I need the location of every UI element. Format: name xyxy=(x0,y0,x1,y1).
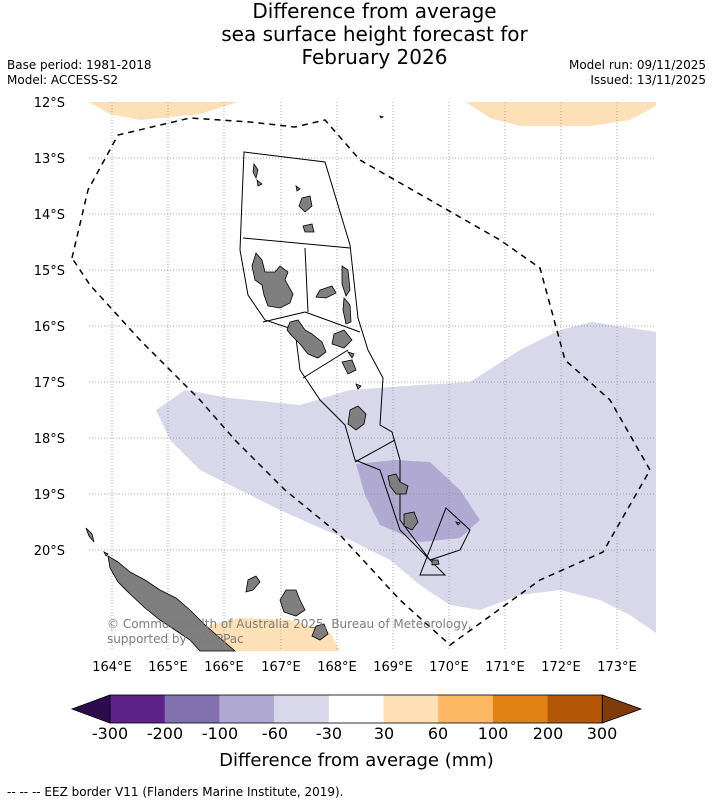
colorbar-tick-label: 200 xyxy=(532,724,564,743)
colorbar-tick-label: 300 xyxy=(586,724,618,743)
lon-label: 173°E xyxy=(597,660,637,675)
lon-label: 165°E xyxy=(148,660,188,675)
lat-label: 19°S xyxy=(34,488,65,503)
colorbar-tick-label: -100 xyxy=(201,724,239,743)
meta-right: Model run: 09/11/2025 Issued: 13/11/2025 xyxy=(569,58,706,88)
colorbar-tick-label: -300 xyxy=(91,724,129,743)
lon-label: 170°E xyxy=(429,660,469,675)
colorbar-segment xyxy=(328,695,384,723)
colorbar-segment xyxy=(383,695,439,723)
base-period: Base period: 1981-2018 xyxy=(7,58,152,72)
colorbar-segment xyxy=(274,695,330,723)
latitude-labels: 12°S 13°S 14°S 15°S 16°S 17°S 18°S 19°S … xyxy=(34,96,65,559)
lat-label: 15°S xyxy=(34,264,65,279)
colorbar-segment xyxy=(492,695,549,723)
eez-footnote: -- -- -- EEZ border V11 (Flanders Marine… xyxy=(7,785,344,799)
province-dividers xyxy=(242,237,396,463)
lon-label: 169°E xyxy=(373,660,413,675)
model-name: Model: ACCESS-S2 xyxy=(7,73,119,87)
lon-label: 171°E xyxy=(485,660,525,675)
colorbar xyxy=(70,694,643,724)
lon-label: 166°E xyxy=(204,660,244,675)
vanuatu-islands xyxy=(251,115,461,566)
longitude-labels: 164°E 165°E 166°E 167°E 168°E 169°E 170°… xyxy=(92,660,637,675)
lon-label: 168°E xyxy=(317,660,357,675)
positive-anomaly-patch xyxy=(195,618,340,651)
colorbar-tick-label: -200 xyxy=(146,724,184,743)
colorbar-segment xyxy=(219,695,275,723)
lat-label: 13°S xyxy=(34,152,65,167)
lat-label: 16°S xyxy=(34,320,65,335)
map-title: Difference from average sea surface heig… xyxy=(0,0,713,69)
province-boundary xyxy=(239,151,471,576)
colorbar-tick-label: 60 xyxy=(427,724,449,743)
colorbar-segment xyxy=(547,695,603,723)
lat-label: 17°S xyxy=(34,376,65,391)
eez-border xyxy=(71,117,651,646)
title-line: sea surface height forecast for xyxy=(221,22,528,46)
colorbar-tick-label: -60 xyxy=(261,724,289,743)
new-caledonia-islands xyxy=(85,527,329,652)
colorbar-tick-label: 100 xyxy=(477,724,509,743)
lat-label: 18°S xyxy=(34,432,65,447)
colorbar-tick-label: 30 xyxy=(373,724,395,743)
copyright-notice: © Commonwealth of Australia 2025, Bureau… xyxy=(107,617,472,646)
issued-date: Issued: 13/11/2025 xyxy=(590,73,706,87)
colorbar-title: Difference from average (mm) xyxy=(219,750,494,771)
colorbar-extension-low xyxy=(70,694,111,724)
colorbar-segment xyxy=(110,695,166,723)
meta-left: Base period: 1981-2018 Model: ACCESS-S2 xyxy=(7,58,152,88)
title-line: Difference from average xyxy=(252,0,497,23)
lat-label: 14°S xyxy=(34,208,65,223)
lon-label: 172°E xyxy=(541,660,581,675)
positive-anomaly-patch xyxy=(89,102,238,120)
lat-label: 12°S xyxy=(34,96,65,111)
model-run: Model run: 09/11/2025 xyxy=(568,58,706,72)
lat-label: 20°S xyxy=(34,544,65,559)
colorbar-segment xyxy=(164,695,220,723)
lon-label: 167°E xyxy=(261,660,301,675)
colorbar-segment xyxy=(438,695,494,723)
title-line: February 2026 xyxy=(301,45,448,69)
colorbar-extension-high xyxy=(601,694,643,724)
colorbar-frame xyxy=(109,694,603,724)
colorbar-tick-label: -30 xyxy=(315,724,343,743)
lon-label: 164°E xyxy=(92,660,132,675)
